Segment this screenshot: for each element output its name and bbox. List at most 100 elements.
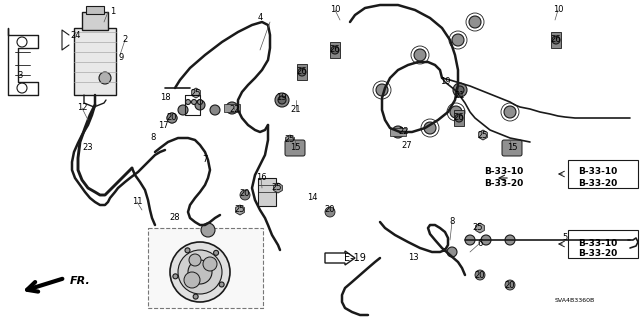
Circle shape (188, 260, 212, 284)
Text: 26: 26 (297, 68, 307, 77)
Text: 11: 11 (132, 197, 142, 206)
Text: 7: 7 (202, 155, 208, 165)
Text: 15: 15 (290, 144, 300, 152)
Text: 3: 3 (17, 70, 22, 79)
Text: 25: 25 (285, 136, 295, 145)
Text: 13: 13 (408, 254, 419, 263)
Circle shape (456, 86, 464, 94)
Text: B-33-20: B-33-20 (579, 179, 618, 188)
Circle shape (17, 83, 27, 93)
Text: 20: 20 (167, 114, 177, 122)
Text: 20: 20 (475, 271, 485, 279)
Text: 25: 25 (235, 205, 245, 214)
Text: 15: 15 (507, 144, 517, 152)
Text: 25: 25 (477, 130, 488, 139)
Text: B-33-10: B-33-10 (484, 167, 524, 176)
Text: 8: 8 (449, 218, 454, 226)
Text: 17: 17 (157, 121, 168, 130)
Circle shape (414, 49, 426, 61)
Text: 25: 25 (272, 183, 282, 192)
Bar (551, 32, 561, 48)
Text: 18: 18 (160, 93, 170, 102)
Circle shape (189, 254, 201, 266)
Text: 6: 6 (477, 239, 483, 248)
Text: 20: 20 (240, 189, 250, 197)
Bar (390, 128, 406, 136)
Text: 19: 19 (440, 78, 451, 86)
Circle shape (475, 270, 485, 280)
Text: 10: 10 (553, 5, 563, 14)
Text: 21: 21 (455, 91, 465, 100)
Text: 26: 26 (550, 35, 561, 44)
Text: B-33-10: B-33-10 (579, 239, 618, 248)
Circle shape (552, 36, 560, 44)
Circle shape (214, 250, 219, 255)
Text: 16: 16 (256, 174, 266, 182)
Circle shape (455, 114, 463, 122)
FancyBboxPatch shape (502, 140, 522, 156)
Text: 20: 20 (505, 280, 515, 290)
Circle shape (481, 235, 491, 245)
Bar (330, 42, 340, 58)
Bar (297, 64, 307, 80)
Circle shape (185, 248, 190, 253)
Circle shape (450, 106, 462, 118)
Bar (86, 6, 104, 14)
Circle shape (504, 106, 516, 118)
Circle shape (170, 242, 230, 302)
Text: 19: 19 (276, 93, 286, 102)
Circle shape (298, 68, 306, 76)
Circle shape (505, 280, 515, 290)
Bar (82, 12, 108, 30)
Text: 4: 4 (257, 13, 262, 23)
Bar (454, 110, 464, 126)
Bar (148, 228, 263, 308)
Text: 25: 25 (473, 224, 483, 233)
Circle shape (376, 84, 388, 96)
Circle shape (331, 46, 339, 54)
Circle shape (201, 223, 215, 237)
Text: 25: 25 (191, 88, 201, 98)
Circle shape (167, 113, 177, 123)
Text: 9: 9 (118, 54, 124, 63)
Text: 22: 22 (230, 106, 240, 115)
Circle shape (469, 16, 481, 28)
Circle shape (240, 190, 250, 200)
Circle shape (184, 272, 200, 288)
Circle shape (447, 247, 457, 257)
Text: B-33-20: B-33-20 (484, 179, 524, 188)
Circle shape (173, 274, 178, 279)
Bar (224, 104, 240, 112)
Text: 10: 10 (330, 5, 340, 14)
Text: 26: 26 (330, 46, 340, 55)
Circle shape (424, 122, 436, 134)
Circle shape (465, 235, 475, 245)
Circle shape (325, 207, 335, 217)
Text: E-19: E-19 (344, 253, 366, 263)
Text: 1: 1 (110, 8, 116, 17)
Text: 14: 14 (307, 194, 317, 203)
Text: 12: 12 (77, 103, 87, 113)
Circle shape (191, 100, 196, 105)
Bar (258, 178, 276, 206)
Circle shape (452, 34, 464, 46)
Bar (74, 28, 116, 95)
Text: 5: 5 (563, 234, 568, 242)
Text: B-33-10: B-33-10 (579, 167, 618, 176)
Text: 20: 20 (324, 205, 335, 214)
Text: 27: 27 (402, 140, 412, 150)
Circle shape (186, 100, 191, 105)
Bar (568, 160, 638, 188)
Text: 2: 2 (122, 35, 127, 44)
Circle shape (195, 100, 205, 110)
Text: 8: 8 (150, 133, 156, 143)
Circle shape (617, 232, 633, 248)
Circle shape (193, 294, 198, 299)
FancyBboxPatch shape (285, 140, 305, 156)
Circle shape (505, 235, 515, 245)
Circle shape (278, 96, 286, 104)
Circle shape (203, 257, 217, 271)
Text: 21: 21 (291, 106, 301, 115)
Text: B-33-20: B-33-20 (579, 249, 618, 258)
Circle shape (198, 100, 202, 105)
